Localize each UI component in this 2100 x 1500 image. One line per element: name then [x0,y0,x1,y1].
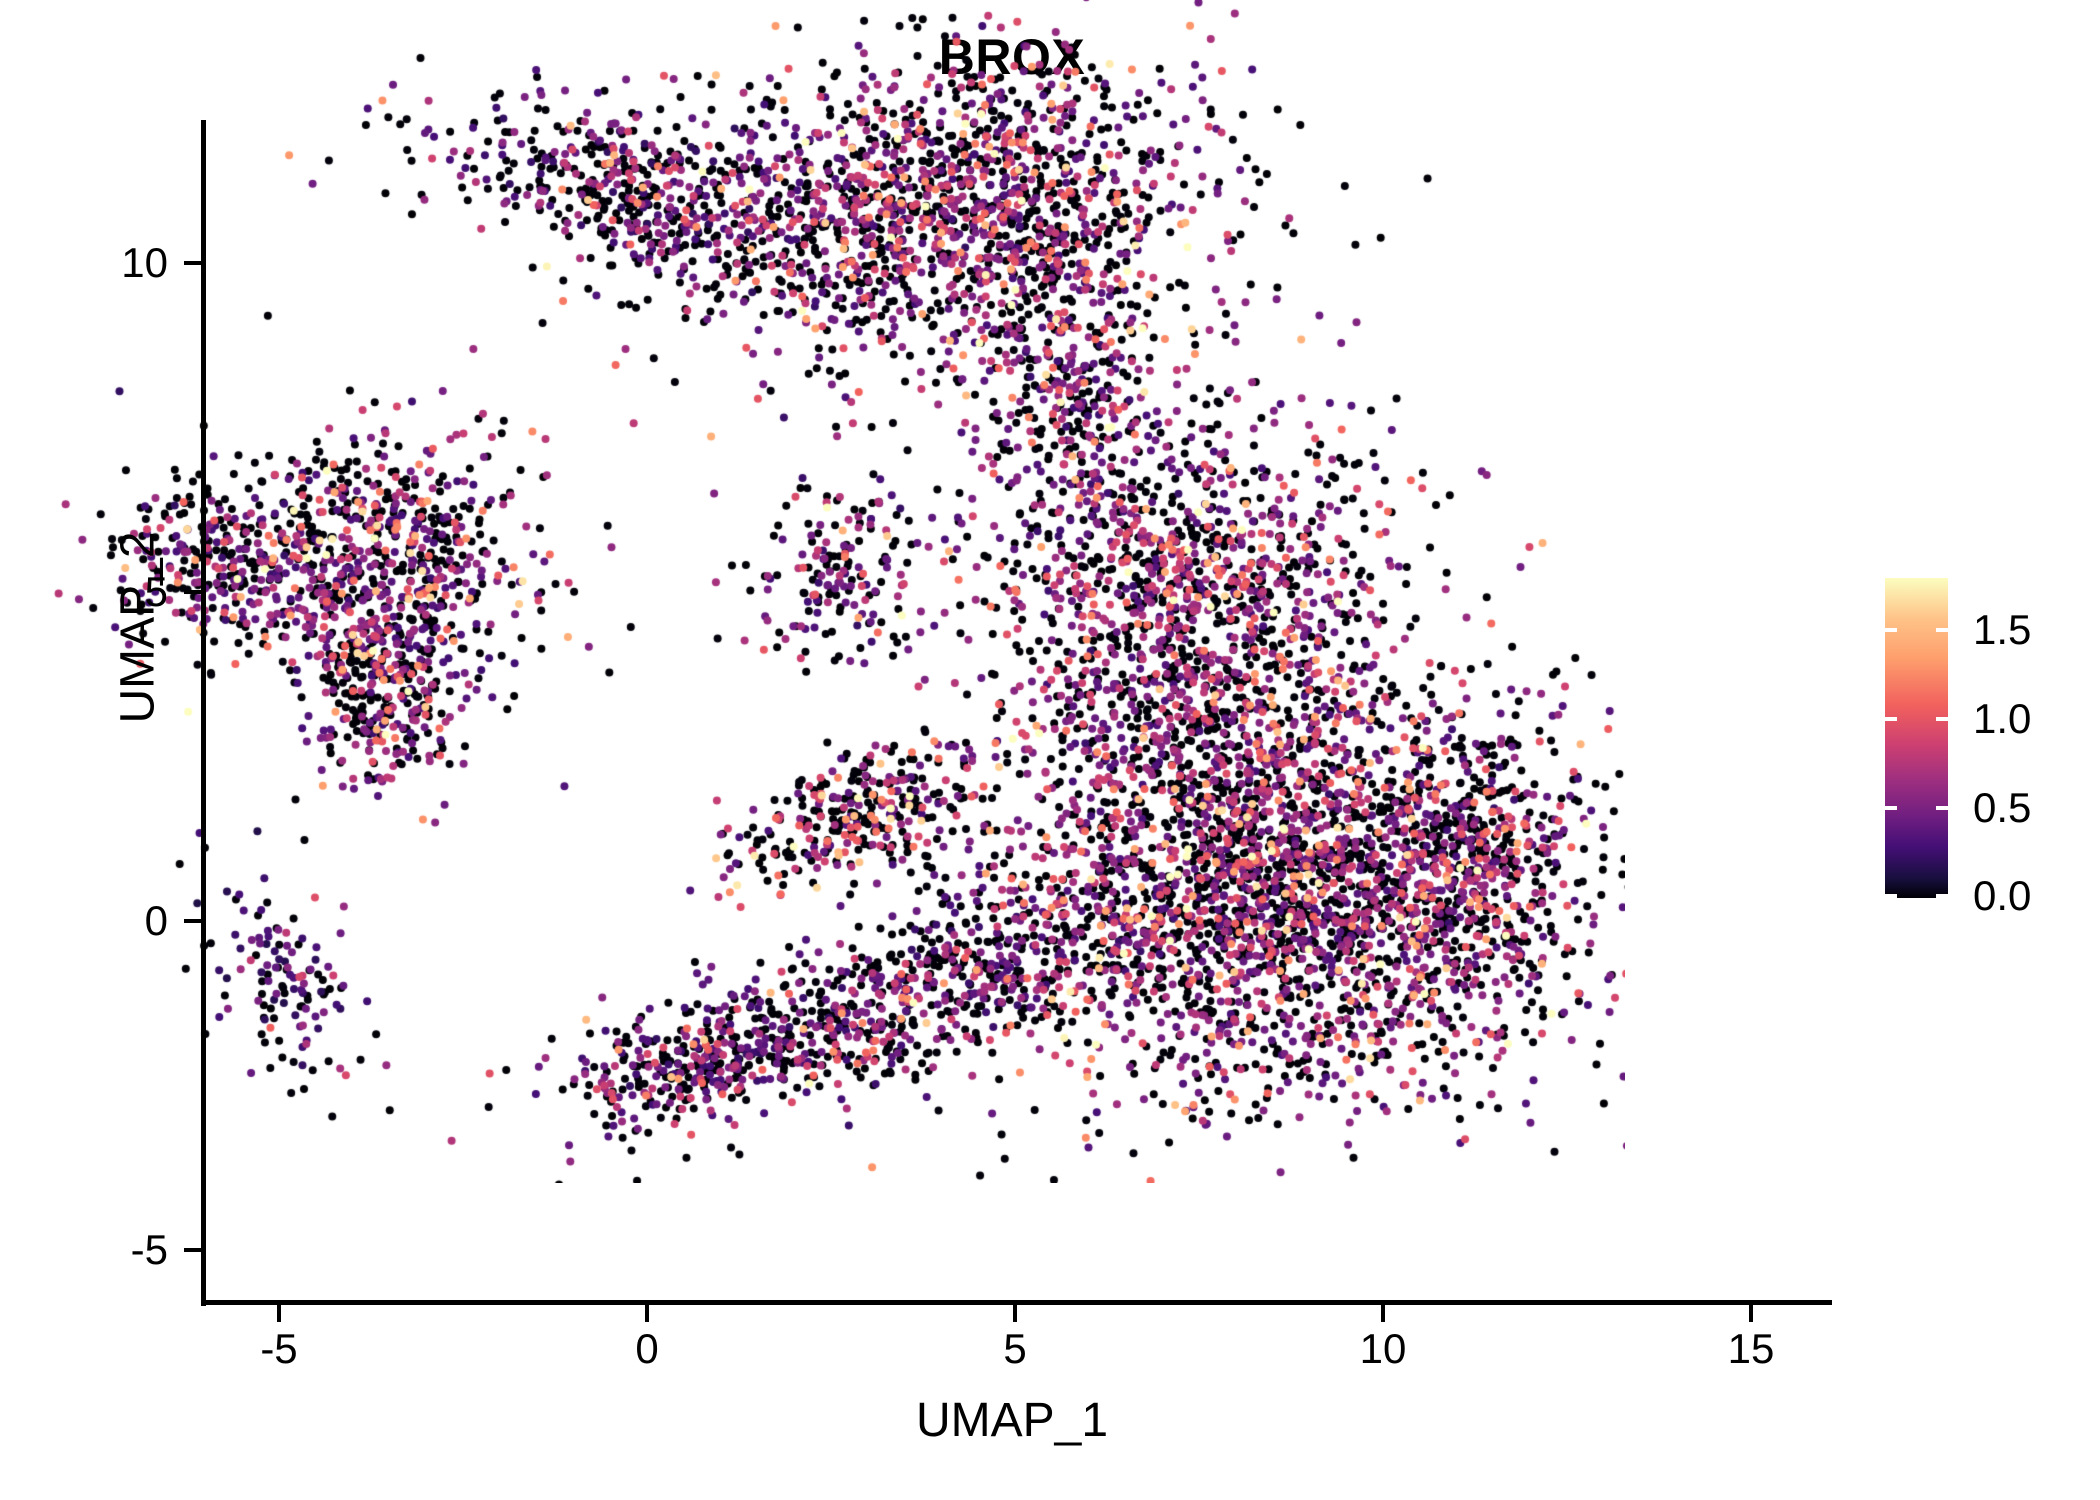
colorbar-tick [1936,894,1948,898]
colorbar-tick [1885,628,1897,632]
x-tick-label: 10 [1359,1325,1407,1372]
x-tick-mark [1749,1305,1753,1322]
colorbar-tick [1885,894,1897,898]
x-tick-mark [1013,1305,1017,1322]
x-tick-label: 0 [635,1325,659,1372]
colorbar-tick [1885,717,1897,721]
colorbar-gradient [1885,578,1948,898]
colorbar-label: 1.5 [1973,606,2032,653]
x-tick-mark [645,1305,649,1322]
colorbar-label: 1.0 [1973,695,2032,742]
colorbar-tick [1885,806,1897,810]
x-tick-label: 15 [1727,1325,1775,1372]
y-tick-label: 10 [121,239,168,286]
colorbar-tick [1936,806,1948,810]
y-axis-title-text: UMAP_2 [111,531,165,724]
y-tick-mark [184,1248,201,1252]
x-tick-mark [277,1305,281,1322]
x-tick-label: -5 [260,1325,298,1372]
y-tick-label: 5 [144,568,168,615]
colorbar-legend: 1.5 1.0 0.5 0.0 [1885,578,2031,919]
x-tick-label: 5 [1003,1325,1027,1372]
y-tick-label: 0 [144,897,168,944]
colorbar-label: 0.0 [1973,872,2032,919]
x-axis-title: UMAP_1 [0,1393,2100,1448]
y-tick-label: -5 [130,1226,168,1273]
y-axis-title: UMAP_2 [111,308,166,948]
x-tick-mark [1381,1305,1385,1322]
y-tick-mark [184,919,201,923]
colorbar-label: 0.5 [1973,784,2032,831]
y-axis-line [201,120,206,1306]
y-tick-mark [184,261,201,265]
scatter-plot-canvas [0,0,1625,1183]
y-tick-mark [184,590,201,594]
colorbar-tick [1936,717,1948,721]
colorbar-tick [1936,628,1948,632]
x-axis-title-text: UMAP_1 [915,1394,1109,1447]
x-axis-line [201,1300,1832,1305]
